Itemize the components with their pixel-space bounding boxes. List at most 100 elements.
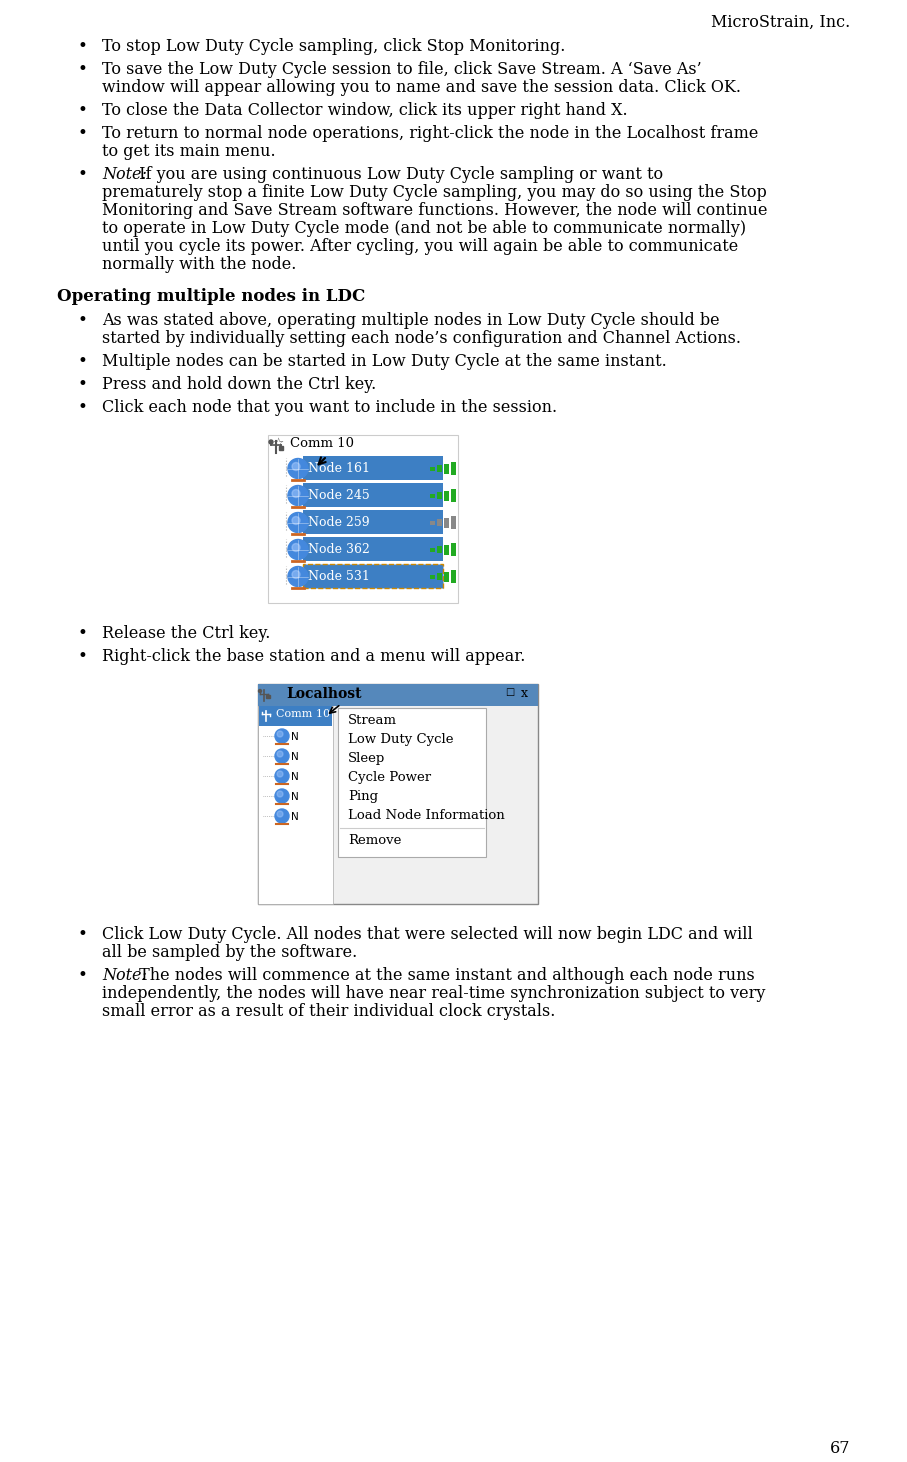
Text: Monitoring and Save Stream software functions. However, the node will continue: Monitoring and Save Stream software func…	[102, 202, 767, 219]
Circle shape	[292, 490, 300, 497]
Circle shape	[277, 811, 283, 817]
Text: •: •	[77, 167, 87, 183]
Text: Multiple nodes can be started in Low Duty Cycle at the same instant.: Multiple nodes can be started in Low Dut…	[102, 352, 667, 370]
Text: until you cycle its power. After cycling, you will again be able to communicate: until you cycle its power. After cycling…	[102, 238, 738, 254]
Bar	[430, 520, 435, 525]
Circle shape	[277, 751, 283, 757]
Circle shape	[275, 730, 289, 743]
Text: Click Low Duty Cycle. All nodes that were selected will now begin LDC and will: Click Low Duty Cycle. All nodes that wer…	[102, 925, 753, 943]
Text: Node 245: Node 245	[308, 488, 370, 501]
Bar	[437, 573, 442, 580]
Text: Release the Ctrl key.: Release the Ctrl key.	[102, 624, 270, 642]
Bar	[258, 706, 333, 904]
Bar	[430, 575, 435, 579]
Text: window will appear allowing you to name and save the session data. Click OK.: window will appear allowing you to name …	[102, 79, 741, 96]
Text: •: •	[77, 352, 87, 370]
FancyBboxPatch shape	[303, 510, 443, 534]
FancyBboxPatch shape	[303, 537, 443, 561]
Text: •: •	[77, 102, 87, 118]
Text: •: •	[77, 399, 87, 417]
Text: x: x	[521, 687, 528, 700]
Text: The nodes will commence at the same instant and although each node runs: The nodes will commence at the same inst…	[134, 966, 755, 984]
Circle shape	[288, 459, 308, 478]
Text: •: •	[77, 61, 87, 77]
Bar	[259, 706, 332, 727]
Text: To return to normal node operations, right-click the node in the Localhost frame: To return to normal node operations, rig…	[102, 124, 758, 142]
Text: As was stated above, operating multiple nodes in Low Duty Cycle should be: As was stated above, operating multiple …	[102, 311, 719, 329]
Text: normally with the node.: normally with the node.	[102, 256, 297, 273]
Circle shape	[288, 566, 308, 586]
Text: Low Duty Cycle: Low Duty Cycle	[348, 732, 454, 746]
Text: If you are using continuous Low Duty Cycle sampling or want to: If you are using continuous Low Duty Cyc…	[134, 167, 663, 183]
Circle shape	[275, 808, 289, 823]
Bar	[444, 518, 449, 528]
Circle shape	[277, 770, 283, 776]
Text: N: N	[291, 732, 298, 743]
Text: N: N	[291, 751, 298, 762]
Text: Load Node Information: Load Node Information	[348, 808, 505, 822]
Bar	[430, 494, 435, 497]
Text: Note:: Note:	[102, 966, 147, 984]
Text: •: •	[77, 38, 87, 56]
Bar	[437, 545, 442, 553]
Text: Node 362: Node 362	[308, 542, 370, 556]
Text: to get its main menu.: to get its main menu.	[102, 143, 276, 159]
Text: Right-click the base station and a menu will appear.: Right-click the base station and a menu …	[102, 648, 525, 665]
Text: Comm 10: Comm 10	[290, 437, 354, 450]
Circle shape	[258, 690, 261, 693]
FancyBboxPatch shape	[303, 456, 443, 480]
Circle shape	[275, 789, 289, 803]
Bar	[279, 446, 283, 450]
Bar	[437, 465, 442, 472]
Text: To save the Low Duty Cycle session to file, click Save Stream. A ‘Save As’: To save the Low Duty Cycle session to fi…	[102, 61, 702, 77]
Text: •: •	[77, 311, 87, 329]
Circle shape	[292, 462, 300, 471]
Bar	[444, 572, 449, 582]
Text: Comm 10: Comm 10	[276, 709, 330, 719]
Text: Ping: Ping	[348, 789, 378, 803]
Circle shape	[292, 516, 300, 525]
Bar	[258, 684, 538, 706]
Text: Click each node that you want to include in the session.: Click each node that you want to include…	[102, 399, 557, 417]
Circle shape	[275, 749, 289, 763]
Text: To stop Low Duty Cycle sampling, click Stop Monitoring.: To stop Low Duty Cycle sampling, click S…	[102, 38, 565, 56]
Text: 67: 67	[830, 1440, 850, 1458]
Circle shape	[288, 513, 308, 532]
Bar	[430, 466, 435, 471]
Bar	[451, 542, 456, 556]
Text: started by individually setting each node’s configuration and Channel Actions.: started by individually setting each nod…	[102, 330, 741, 346]
Bar	[451, 570, 456, 583]
Bar	[338, 708, 486, 857]
Text: •: •	[77, 124, 87, 142]
Circle shape	[292, 544, 300, 551]
Text: To close the Data Collector window, click its upper right hand X.: To close the Data Collector window, clic…	[102, 102, 628, 118]
Text: prematurely stop a finite Low Duty Cycle sampling, you may do so using the Stop: prematurely stop a finite Low Duty Cycle…	[102, 184, 766, 200]
Text: Cycle Power: Cycle Power	[348, 770, 431, 784]
Text: all be sampled by the software.: all be sampled by the software.	[102, 944, 357, 961]
Text: Node 531: Node 531	[308, 570, 370, 583]
Bar	[266, 694, 270, 697]
Circle shape	[288, 539, 308, 560]
Text: □: □	[505, 687, 514, 697]
Text: N: N	[291, 811, 298, 822]
Bar	[430, 547, 435, 551]
Bar	[258, 684, 538, 904]
Bar	[437, 519, 442, 526]
Text: •: •	[77, 376, 87, 393]
Bar	[451, 488, 456, 501]
FancyBboxPatch shape	[303, 482, 443, 507]
Text: •: •	[77, 925, 87, 943]
Circle shape	[275, 769, 289, 784]
Text: Stream: Stream	[348, 713, 397, 727]
Bar	[444, 490, 449, 500]
Bar	[451, 462, 456, 475]
Text: Localhost: Localhost	[286, 687, 362, 700]
Text: Sleep: Sleep	[348, 751, 385, 765]
Bar	[437, 493, 442, 499]
Text: Node 161: Node 161	[308, 462, 370, 475]
FancyBboxPatch shape	[303, 564, 443, 588]
Circle shape	[292, 570, 300, 579]
Text: Node 259: Node 259	[308, 516, 370, 529]
Text: N: N	[291, 772, 298, 782]
Bar	[451, 516, 456, 529]
